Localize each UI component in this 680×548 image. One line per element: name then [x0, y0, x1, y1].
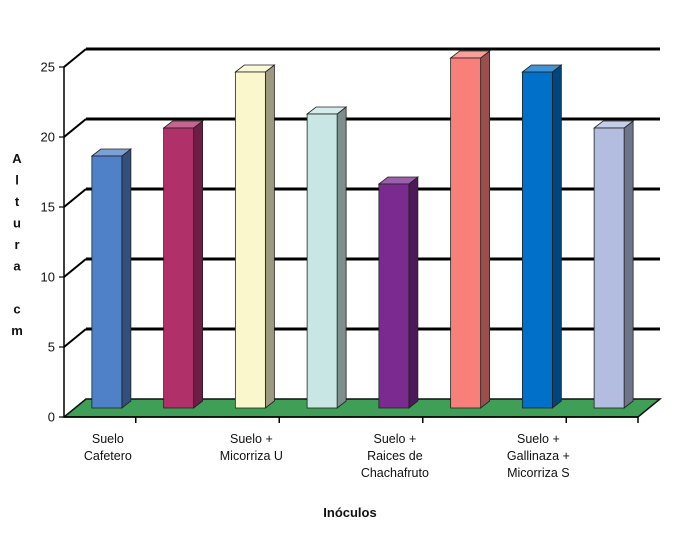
- gridline-depth: [63, 48, 87, 68]
- y-axis-title-letter: r: [14, 237, 19, 252]
- category-label-line: Micorriza S: [507, 466, 570, 480]
- y-tick-label: 5: [48, 340, 55, 355]
- y-axis-title-letter: u: [13, 216, 21, 231]
- bar-side: [623, 120, 634, 409]
- gridline-depth: [63, 258, 87, 278]
- category-label-line: Micorriza U: [220, 449, 283, 463]
- bar: [592, 120, 635, 409]
- bar: [521, 64, 563, 409]
- gridline-depth: [63, 118, 87, 138]
- category-label: Suelo + Gallinaza + Micorriza S: [507, 432, 570, 480]
- bar: [234, 64, 276, 409]
- category-label-line: Chachafruto: [361, 466, 429, 480]
- floor-plane: [61, 398, 663, 418]
- y-axis-title-letter: t: [15, 194, 20, 209]
- bar-side: [551, 64, 562, 409]
- bar-front: [234, 71, 266, 409]
- category-label-line: Cafetero: [84, 449, 132, 463]
- category-label: Suelo + Micorriza U: [220, 432, 283, 463]
- bar-front: [306, 113, 338, 409]
- bar-side: [121, 148, 132, 409]
- category-label: Suelo Cafetero: [84, 432, 132, 463]
- bar: [449, 50, 491, 409]
- bar-front: [163, 127, 195, 409]
- y-tick-label: 10: [41, 270, 55, 285]
- bar: [162, 120, 204, 409]
- y-tick-label: 25: [41, 60, 55, 75]
- bar-front: [378, 183, 410, 409]
- category-label-line: Raices de: [367, 449, 423, 463]
- gridline-depth: [63, 188, 87, 208]
- chart-floor: [61, 398, 663, 418]
- bar-side: [264, 64, 275, 409]
- bar-side: [480, 50, 491, 409]
- category-label-line: Suelo: [92, 432, 124, 446]
- y-axis-title-letter: l: [15, 173, 19, 188]
- bar-front: [91, 155, 123, 409]
- gridline-depth: [63, 328, 87, 348]
- bars: [90, 50, 635, 409]
- bar-front: [593, 127, 625, 409]
- y-axis-title-letter: a: [13, 259, 21, 274]
- category-labels: Suelo Cafetero Suelo + Micorriza U Suelo + Ra…: [84, 432, 570, 480]
- y-axis: 0 5 10 15 20 25: [41, 60, 65, 425]
- bar-side: [336, 106, 347, 409]
- bar-front: [521, 71, 553, 409]
- gridlines: [63, 47, 660, 348]
- category-label-line: Suelo +: [374, 432, 417, 446]
- category-label-line: Suelo +: [230, 432, 273, 446]
- bar-side: [193, 120, 204, 409]
- bar: [305, 106, 348, 409]
- y-axis-title-letter: c: [13, 302, 20, 317]
- y-axis-title-letter: m: [11, 323, 23, 338]
- bar-front: [450, 57, 482, 409]
- y-tick-label: 0: [48, 410, 55, 425]
- bar-side: [408, 176, 419, 409]
- y-tick-label: 15: [41, 200, 55, 215]
- bar: [377, 176, 420, 409]
- y-axis-title-letter: A: [12, 151, 22, 166]
- y-tick-label: 20: [41, 130, 55, 145]
- bar: [90, 148, 133, 409]
- category-label-line: Suelo +: [517, 432, 560, 446]
- x-axis-title: Inóculos: [323, 505, 376, 520]
- category-label-line: Gallinaza +: [507, 449, 570, 463]
- x-axis: [64, 416, 639, 423]
- category-label: Suelo + Raices de Chachafruto: [361, 432, 429, 480]
